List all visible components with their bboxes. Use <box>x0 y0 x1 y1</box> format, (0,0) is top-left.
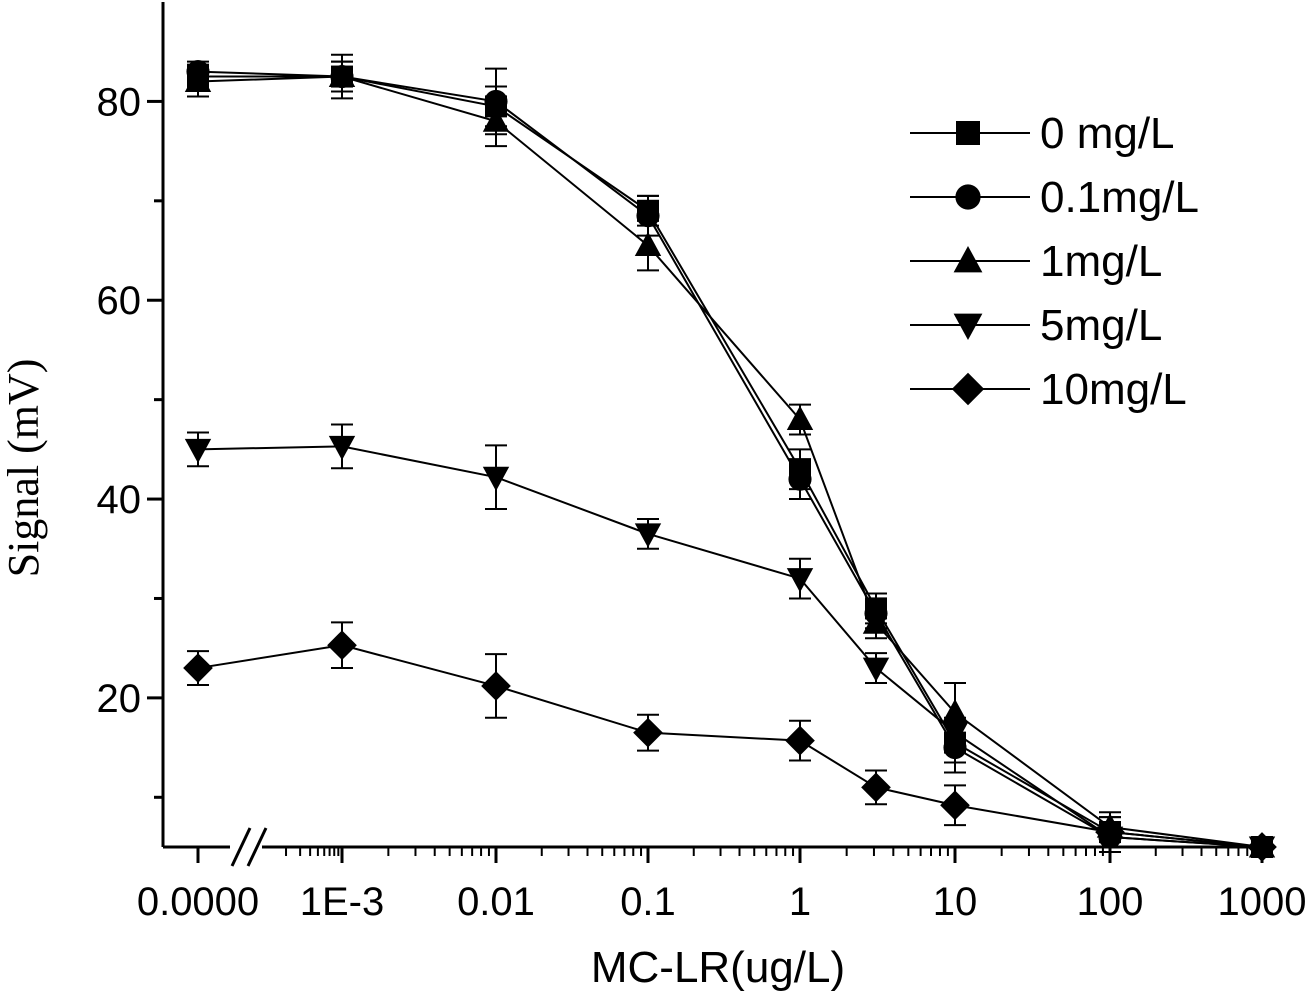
legend-entry: 0 mg/L <box>910 109 1175 158</box>
legend-entry: 1mg/L <box>910 237 1162 286</box>
series-line <box>197 445 1263 848</box>
y-tick-label: 60 <box>97 279 142 323</box>
plot-axes: 20 40 60 80 0.0000 1E-3 0.01 0.1 1 10 100 1000 <box>97 2 1307 924</box>
y-tick-label: 80 <box>97 80 142 124</box>
data-point <box>1247 832 1277 862</box>
data-point <box>328 62 356 88</box>
legend-label: 0 mg/L <box>1040 109 1175 158</box>
data-point <box>481 671 511 701</box>
x-axis-title: MC-LR(ug/L) <box>591 943 845 992</box>
data-point <box>785 725 815 756</box>
axis-break-mark <box>246 827 268 867</box>
x-tick-label: 0.01 <box>457 880 535 924</box>
data-point <box>862 657 890 682</box>
legend-label: 1mg/L <box>1040 237 1162 286</box>
x-tick-label: 0.0000 <box>137 880 259 924</box>
legend-label: 10mg/L <box>1040 365 1187 414</box>
data-point <box>633 717 663 748</box>
data-point <box>1095 817 1125 847</box>
data-point <box>184 67 212 92</box>
series-layer <box>183 53 1277 862</box>
legend-label: 0.1mg/L <box>1040 173 1199 222</box>
legend-marker-circle <box>955 184 981 210</box>
x-tick-label: 1000 <box>1218 880 1307 924</box>
legend-marker-diamond <box>951 372 985 406</box>
legend-marker-triangle-down <box>953 313 983 340</box>
data-point <box>940 790 970 821</box>
data-point <box>482 466 510 491</box>
x-tick-label: 100 <box>1077 880 1144 924</box>
axis-break-mark <box>230 827 252 867</box>
data-point <box>634 231 662 257</box>
series-4 <box>183 621 1277 862</box>
legend-marker-square <box>956 121 980 145</box>
data-point <box>328 435 356 461</box>
data-point <box>183 653 213 683</box>
x-tick-label: 1 <box>789 880 811 924</box>
data-point <box>941 722 969 747</box>
data-point <box>634 523 662 548</box>
y-tick-label: 40 <box>97 478 142 522</box>
legend-entry: 0.1mg/L <box>910 173 1199 222</box>
data-point <box>327 630 357 661</box>
legend-entry: 5mg/L <box>910 301 1162 350</box>
legend: 0 mg/L 0.1mg/L 1mg/L 5mg/L 10mg/L <box>910 109 1199 414</box>
data-point <box>788 467 812 491</box>
data-point <box>184 438 212 464</box>
legend-marker-triangle-up <box>953 246 983 273</box>
data-point <box>786 405 814 430</box>
data-point <box>862 609 890 634</box>
x-tick-label: 1E-3 <box>300 880 385 924</box>
legend-label: 5mg/L <box>1040 301 1162 350</box>
data-point <box>861 772 891 803</box>
legend-entry: 10mg/L <box>910 365 1187 414</box>
y-tick-label: 20 <box>97 677 142 721</box>
y-axis-title: Signal (mV) <box>0 359 48 578</box>
data-point <box>786 568 814 593</box>
x-tick-label: 10 <box>933 880 978 924</box>
x-tick-label: 0.1 <box>620 880 676 924</box>
data-point <box>482 107 510 132</box>
